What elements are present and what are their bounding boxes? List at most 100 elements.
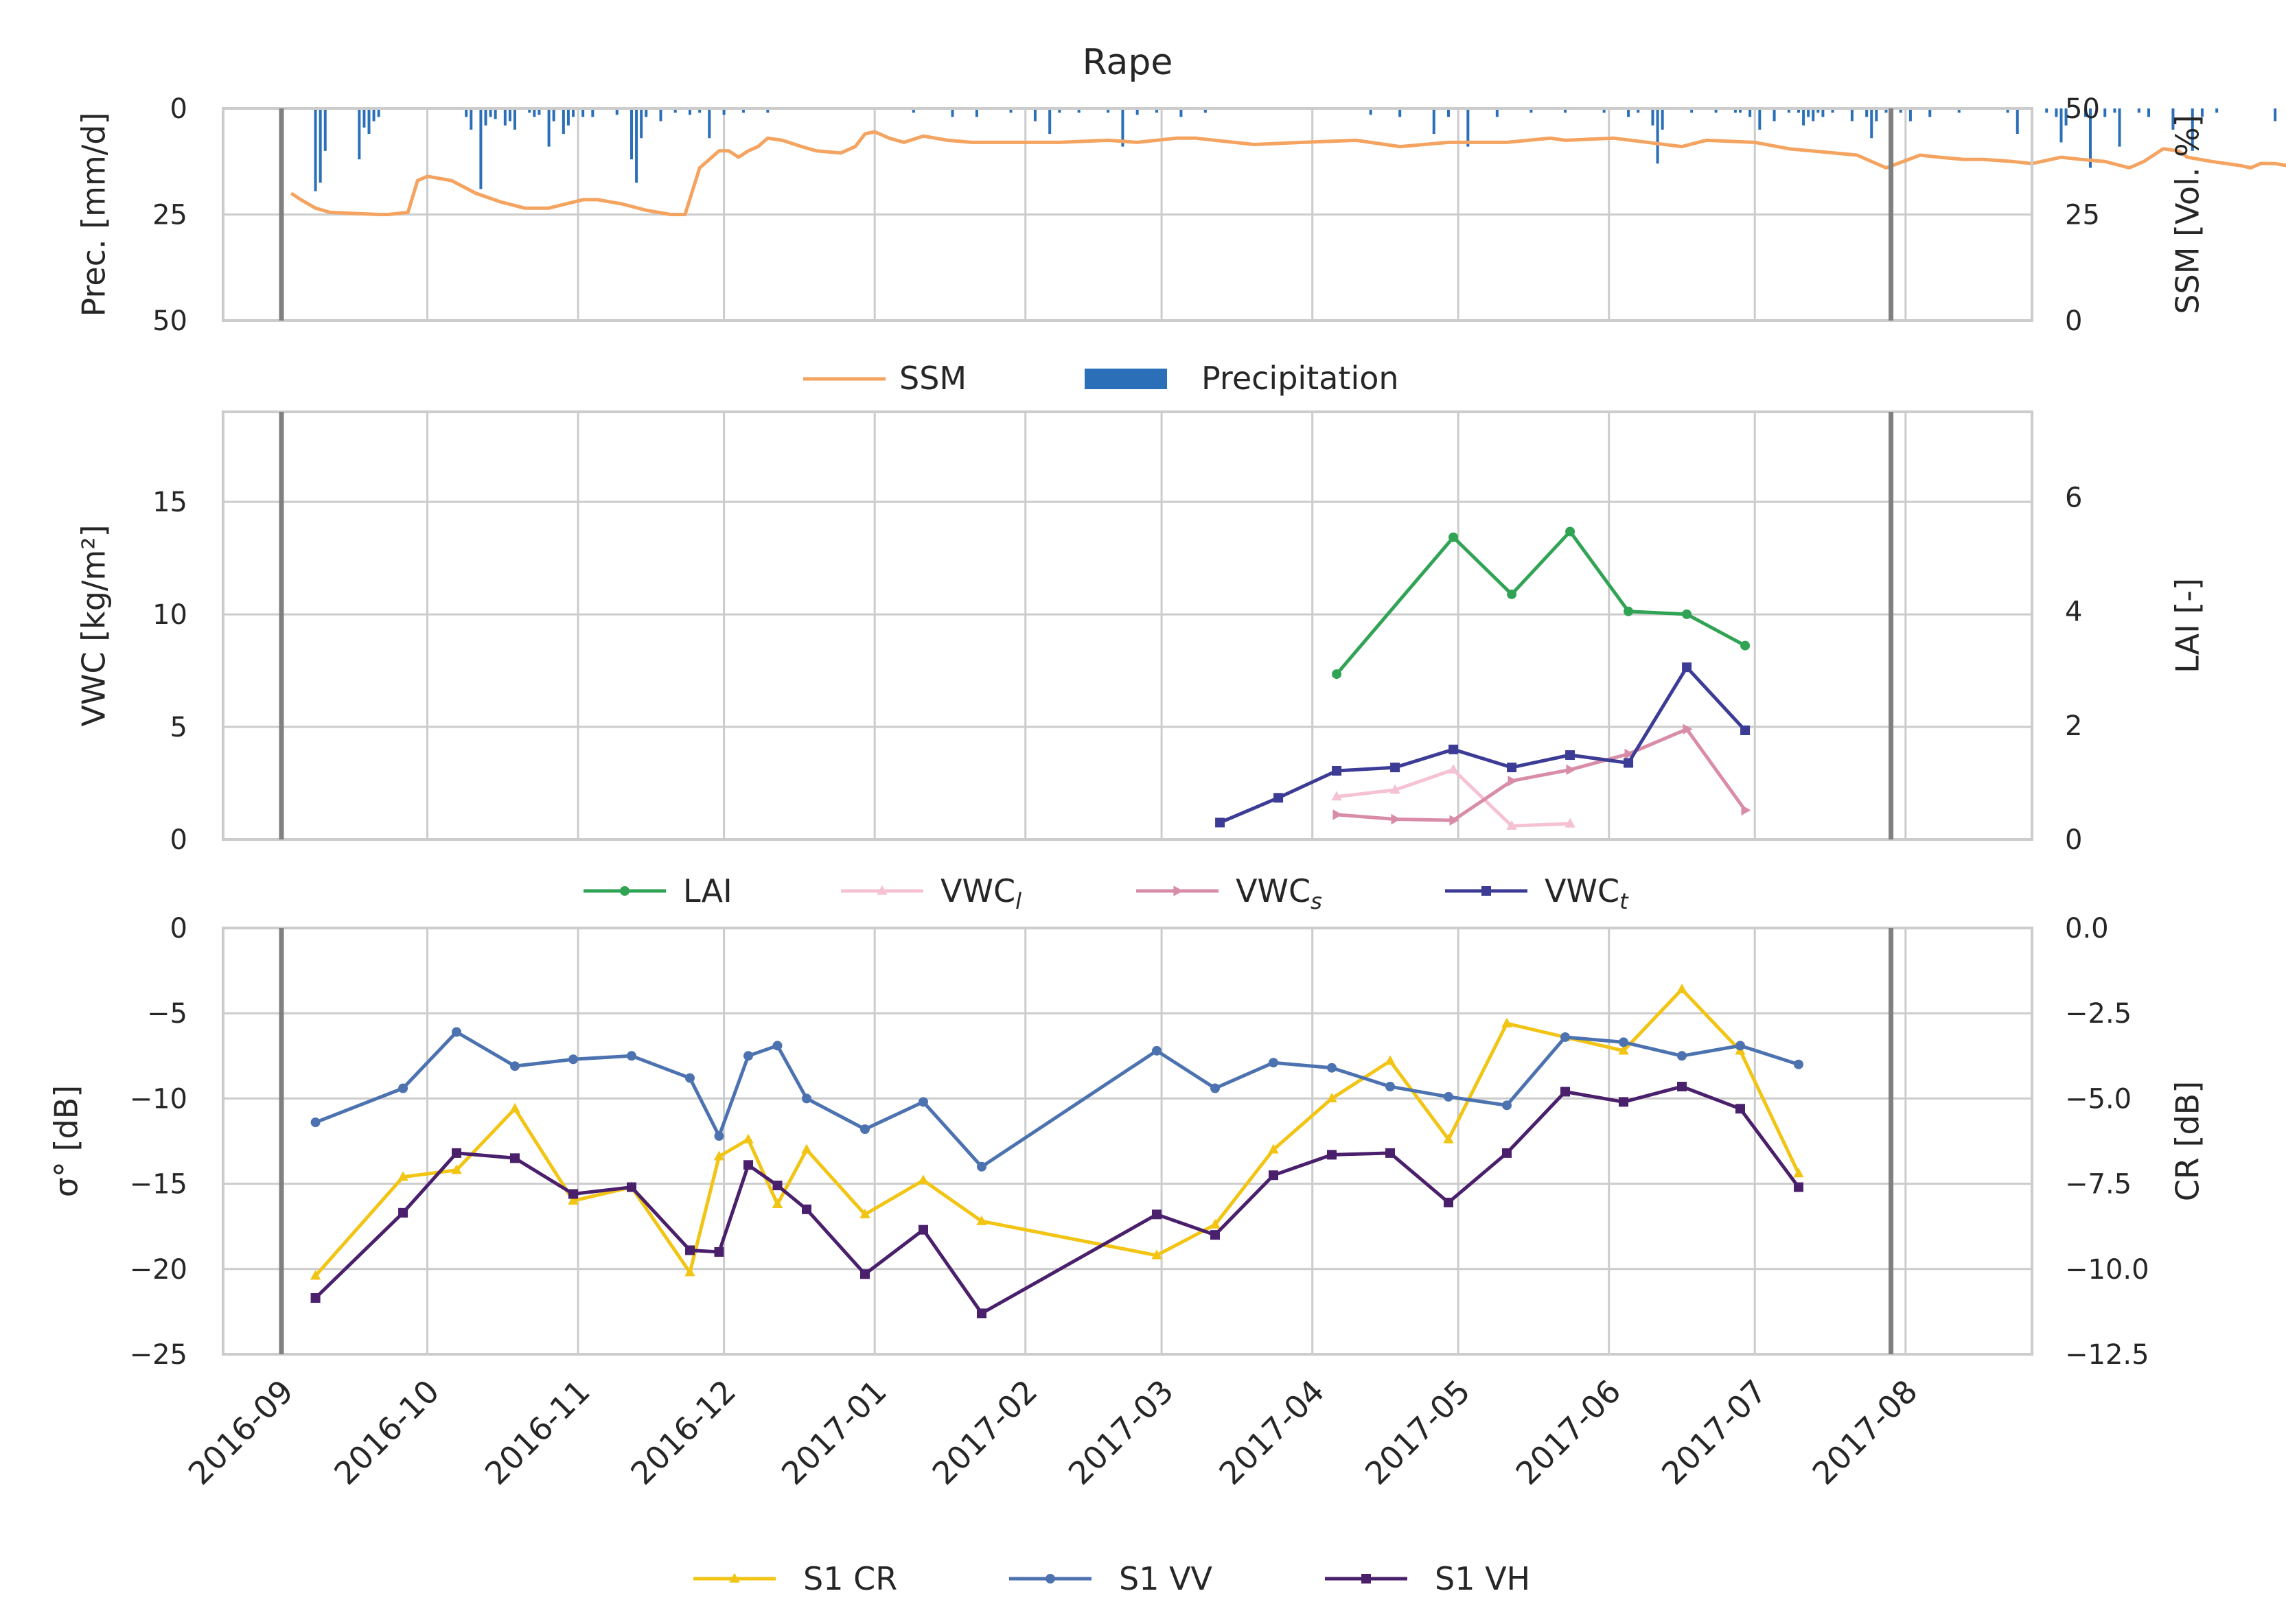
- s1-vh-point: [1794, 1182, 1803, 1192]
- s1-cr-point: [772, 1198, 783, 1209]
- precipitation-bar: [1870, 108, 1873, 139]
- precipitation-bar: [465, 108, 468, 117]
- precipitation-bar: [2083, 108, 2087, 117]
- xtick-label: 2017-05: [1358, 1373, 1477, 1492]
- y-axis-label-right: LAI [-]: [2169, 578, 2206, 673]
- precipitation-bar: [2118, 108, 2121, 147]
- s1-vv-point: [772, 1041, 783, 1051]
- precipitation-bar: [572, 108, 575, 117]
- s1-cr-point: [918, 1174, 929, 1185]
- precipitation-bar: [912, 108, 915, 113]
- precipitation-bar: [1656, 108, 1659, 164]
- s1-vv-point: [510, 1061, 520, 1071]
- s1-vh-point: [772, 1181, 783, 1191]
- precipitation-bar: [1821, 108, 1825, 117]
- vwcs-point: [1391, 813, 1401, 825]
- ytick-right-label: −2.5: [2065, 998, 2132, 1030]
- precipitation-bar: [640, 108, 643, 139]
- vwcs-line: [1336, 727, 1747, 822]
- ytick-left-label: −10: [130, 1083, 187, 1115]
- s1-vv-point: [714, 1131, 724, 1141]
- ytick-right-label: 0: [2065, 824, 2082, 856]
- s1-cr-point: [976, 1215, 987, 1225]
- xtick-label: 2017-06: [1508, 1373, 1628, 1492]
- s1-cr-point: [1793, 1168, 1804, 1178]
- s1-cr-point: [1268, 1144, 1279, 1154]
- precipitation-bar: [2147, 108, 2150, 117]
- ytick-left-label: −20: [130, 1254, 187, 1286]
- s1-vv-point: [685, 1073, 695, 1083]
- lai-point: [1565, 526, 1575, 537]
- precipitation-bar: [2016, 108, 2019, 135]
- precipitation-bar: [1179, 108, 1183, 117]
- precipitation-bar: [513, 108, 516, 130]
- precipitation-bar: [552, 108, 555, 121]
- s1-vh-point: [743, 1160, 753, 1170]
- s1-vv-point: [1385, 1082, 1395, 1092]
- xtick-label: 2016-12: [623, 1373, 743, 1492]
- ytick-right-label: 2: [2065, 710, 2082, 742]
- lai-point: [1448, 532, 1459, 542]
- precipitation-bar: [2006, 108, 2009, 113]
- s1-vv-point: [919, 1097, 928, 1107]
- s1-cr-point: [1618, 1045, 1629, 1055]
- chart-text: 0 25 50 50 25 0 SSM [Vol. %] 0 5 10 15 0 2 4 6 LAI [-] 0…: [48, 42, 2206, 1597]
- s1-cr-point: [1443, 1133, 1454, 1144]
- s1-vv-point: [1152, 1045, 1162, 1056]
- precipitation-bar: [1432, 108, 1435, 135]
- s1-vh-point: [1560, 1087, 1570, 1097]
- xtick-label: 2017-04: [1212, 1373, 1331, 1492]
- precipitation-bar: [470, 108, 473, 130]
- legend-vwcs-label: VWCs: [1236, 872, 1322, 914]
- vwct-point: [1740, 725, 1751, 735]
- s1-vv-point: [452, 1027, 461, 1037]
- data-marks: [290, 108, 2286, 1584]
- precipitation-bar: [635, 108, 638, 183]
- precipitation-bar: [372, 108, 376, 121]
- vwcl-point: [1565, 817, 1575, 828]
- vwct-point: [1624, 758, 1634, 768]
- precipitation-bar: [659, 108, 662, 121]
- precipitation-bar: [1928, 108, 1932, 117]
- precipitation-bar: [975, 108, 978, 117]
- s1-vh-point: [714, 1246, 724, 1257]
- legend-vwcs-marker: [1173, 885, 1184, 896]
- s1-cr-point: [451, 1164, 462, 1174]
- s1-cr-point: [859, 1208, 870, 1218]
- s1-cr-point: [1385, 1055, 1396, 1065]
- precipitation-bar: [2215, 108, 2219, 113]
- s1-vv-point: [1735, 1041, 1745, 1051]
- vwcl-point: [1448, 763, 1459, 774]
- ytick-left-label: −15: [130, 1169, 187, 1200]
- precipitation-bar: [358, 108, 361, 160]
- precipitation-bar: [319, 108, 322, 183]
- lai-point: [1624, 606, 1634, 616]
- precipitation-bar: [1121, 108, 1124, 147]
- s1-vv-point: [1794, 1059, 1803, 1069]
- precipitation-bar: [1651, 108, 1654, 126]
- precipitation-bar: [1661, 108, 1664, 130]
- precipitation-bar: [2171, 108, 2175, 130]
- precipitation-bar: [1107, 108, 1110, 113]
- precipitation-bar: [2064, 108, 2068, 126]
- s1-vh-point: [919, 1225, 928, 1235]
- s1-vv-point: [1619, 1037, 1628, 1047]
- precipitation-bar: [1758, 108, 1762, 130]
- precipitation-bar: [645, 108, 648, 117]
- precipitation-bar: [1048, 108, 1052, 135]
- s1-cr-point: [1676, 984, 1687, 994]
- precipitation-bar: [362, 108, 366, 128]
- vwct-point: [1273, 793, 1284, 803]
- vwct-point: [1448, 744, 1459, 754]
- precipitation-bar: [562, 108, 565, 135]
- precipitation-bar: [2059, 108, 2063, 143]
- precipitation-bar: [508, 108, 511, 121]
- y-axis-label-left: σ° [dB]: [48, 1085, 85, 1197]
- s1-vh-point: [1210, 1230, 1220, 1240]
- precipitation-bar: [1739, 108, 1742, 113]
- legend-lai-label: LAI: [683, 872, 732, 909]
- ytick-left-label: 25: [152, 200, 187, 231]
- s1-vh-point: [977, 1308, 986, 1319]
- precipitation-bar: [1155, 108, 1158, 113]
- s1-cr-point: [1501, 1017, 1512, 1028]
